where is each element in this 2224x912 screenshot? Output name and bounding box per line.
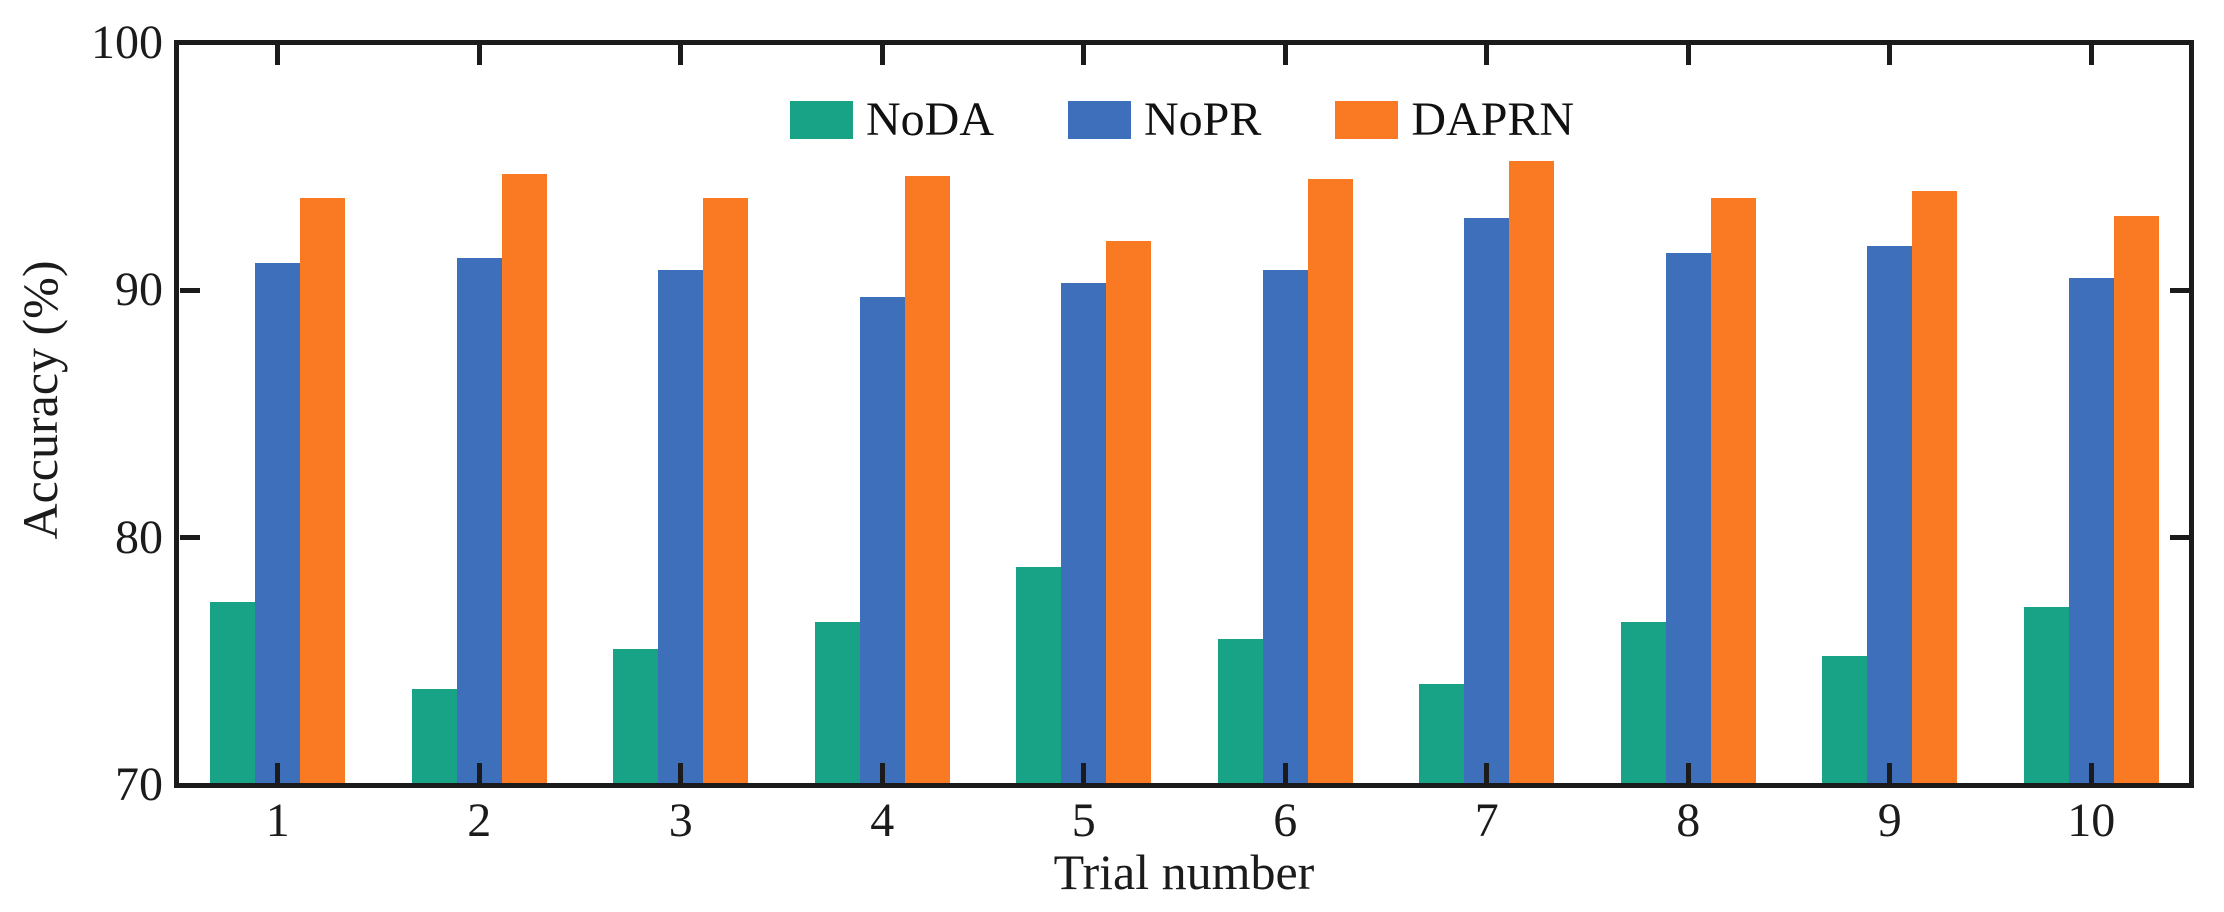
x-tick-bottom-9 <box>1887 762 1893 783</box>
x-tick-top-10 <box>2088 45 2094 65</box>
legend-item-daprn: DAPRN <box>1335 96 1574 144</box>
x-tick-label-1: 1 <box>265 794 290 847</box>
x-tick-label-5: 5 <box>1071 794 1096 847</box>
y-tick-label-90: 90 <box>115 263 163 316</box>
bar-noda-trial-8 <box>1620 621 1666 785</box>
legend-item-noda: NoDA <box>790 96 994 144</box>
x-tick-label-10: 10 <box>2067 794 2116 847</box>
bar-daprn-trial-8 <box>1710 198 1756 785</box>
bar-noda-trial-6 <box>1217 639 1263 785</box>
legend-label-daprn: DAPRN <box>1411 93 1575 146</box>
y-tick-right-90 <box>2169 287 2190 293</box>
bar-nopr-trial-10 <box>2068 277 2114 785</box>
x-tick-top-5 <box>1081 45 1087 65</box>
legend-label-nopr: NoPR <box>1144 93 1262 146</box>
x-tick-bottom-3 <box>678 762 684 783</box>
bar-daprn-trial-3 <box>703 198 749 785</box>
bar-noda-trial-5 <box>1016 567 1062 785</box>
bar-noda-trial-2 <box>411 688 457 785</box>
legend-label-noda: NoDA <box>866 93 994 146</box>
bar-daprn-trial-6 <box>1307 178 1353 785</box>
x-tick-bottom-7 <box>1484 762 1490 783</box>
bar-daprn-trial-4 <box>904 176 950 785</box>
bar-noda-trial-4 <box>814 621 860 785</box>
bar-daprn-trial-10 <box>2113 215 2159 786</box>
x-tick-bottom-2 <box>476 762 482 783</box>
x-tick-label-3: 3 <box>668 794 693 847</box>
x-axis-title: Trial number <box>1053 844 1315 900</box>
bar-noda-trial-9 <box>1822 656 1868 785</box>
bar-nopr-trial-2 <box>456 257 502 785</box>
x-tick-top-4 <box>879 45 885 65</box>
y-tick-right-80 <box>2169 535 2190 540</box>
bar-daprn-trial-1 <box>300 198 346 785</box>
bar-daprn-trial-9 <box>1912 191 1958 785</box>
legend: NoDA NoPR DAPRN <box>790 96 1574 144</box>
x-tick-top-7 <box>1484 45 1490 65</box>
bar-noda-trial-1 <box>210 601 256 785</box>
bar-nopr-trial-4 <box>859 297 905 785</box>
x-tick-top-3 <box>678 45 684 65</box>
x-tick-top-1 <box>275 45 281 65</box>
y-tick-left-90 <box>179 287 200 293</box>
x-tick-bottom-10 <box>2088 762 2094 783</box>
bar-nopr-trial-9 <box>1867 245 1913 785</box>
x-tick-label-4: 4 <box>870 794 895 847</box>
bar-nopr-trial-6 <box>1262 270 1308 785</box>
x-tick-bottom-5 <box>1081 762 1087 783</box>
y-tick-left-80 <box>179 535 200 540</box>
x-tick-bottom-4 <box>879 762 885 783</box>
x-tick-label-8: 8 <box>1676 794 1701 847</box>
legend-item-nopr: NoPR <box>1068 96 1261 144</box>
bar-noda-trial-7 <box>1419 683 1465 785</box>
bar-nopr-trial-5 <box>1061 282 1107 785</box>
x-tick-bottom-8 <box>1685 762 1691 783</box>
bar-noda-trial-10 <box>2023 606 2069 785</box>
bar-daprn-trial-2 <box>501 173 547 785</box>
legend-swatch-nopr <box>1068 101 1131 139</box>
bar-nopr-trial-1 <box>255 262 301 785</box>
legend-swatch-daprn <box>1335 101 1399 139</box>
bar-nopr-trial-8 <box>1665 252 1711 785</box>
y-tick-label-100: 100 <box>91 15 163 69</box>
x-tick-label-7: 7 <box>1474 794 1499 847</box>
y-tick-label-70: 70 <box>115 758 163 811</box>
bar-nopr-trial-7 <box>1464 218 1510 785</box>
y-axis-title: Accuracy (%) <box>12 260 68 540</box>
y-tick-label-80: 80 <box>115 510 163 564</box>
bar-nopr-trial-3 <box>658 270 704 785</box>
x-tick-label-2: 2 <box>467 794 492 847</box>
x-tick-top-2 <box>476 45 482 65</box>
bar-noda-trial-3 <box>613 648 659 785</box>
x-tick-bottom-6 <box>1282 762 1288 783</box>
x-tick-bottom-1 <box>275 762 281 783</box>
x-tick-top-6 <box>1282 45 1288 65</box>
legend-swatch-noda <box>790 101 853 139</box>
plot-frame <box>174 40 2194 788</box>
x-tick-top-8 <box>1685 45 1691 65</box>
bar-daprn-trial-7 <box>1509 161 1555 785</box>
x-tick-label-9: 9 <box>1877 794 1902 847</box>
x-tick-top-9 <box>1887 45 1893 65</box>
x-tick-label-6: 6 <box>1273 794 1298 847</box>
bar-daprn-trial-5 <box>1106 240 1152 785</box>
